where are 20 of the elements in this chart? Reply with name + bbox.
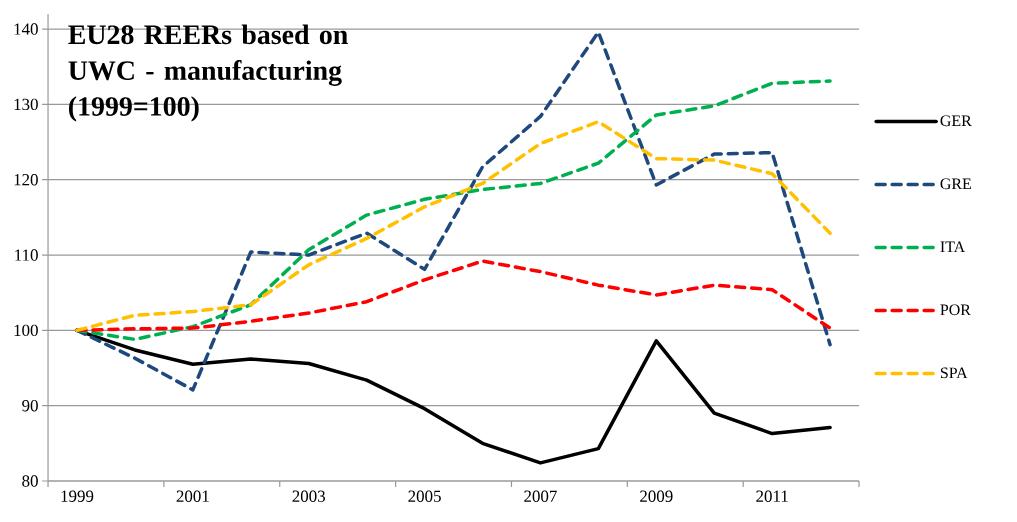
legend-label: GRE <box>940 178 971 190</box>
legend-label: SPA <box>940 367 968 379</box>
x-tick-label: 1999 <box>61 490 94 502</box>
legend-label: ITA <box>940 241 966 253</box>
x-tick-label: 2003 <box>292 490 325 502</box>
y-tick-label: 110 <box>15 249 38 261</box>
y-tick-label: 140 <box>14 23 38 35</box>
y-tick-label: 90 <box>22 399 38 412</box>
x-tick-label: 2001 <box>176 490 209 502</box>
x-tick-label: 2011 <box>756 490 788 502</box>
y-tick-label: 120 <box>14 173 38 186</box>
y-tick-label: 130 <box>14 98 38 111</box>
x-tick-label: 2007 <box>524 490 557 502</box>
x-tick-label: 2005 <box>408 490 441 502</box>
y-tick-label: 80 <box>22 475 38 487</box>
y-tick-label: 100 <box>14 324 38 337</box>
legend-label: POR <box>940 304 971 316</box>
legend-label: GER <box>940 115 972 127</box>
text: EU28 REERs based on UWC - manufacturing (1999=100) <box>68 24 348 122</box>
x-tick-label: 2009 <box>640 490 673 502</box>
